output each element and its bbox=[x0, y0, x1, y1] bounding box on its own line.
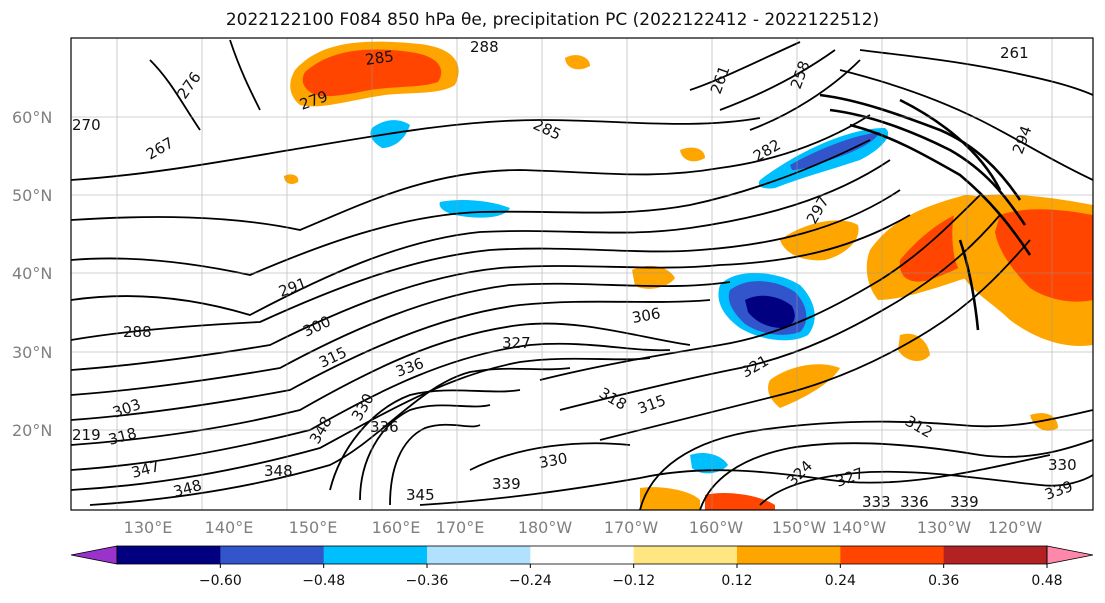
colorbar-swatch bbox=[840, 546, 945, 564]
colorbar-swatch bbox=[117, 546, 221, 564]
colorbar-frame bbox=[116, 545, 1048, 565]
contour-label: 306 bbox=[631, 304, 662, 327]
colorbar-tick-label: −0.12 bbox=[612, 573, 655, 589]
colorbar-tick-label: 0.36 bbox=[928, 573, 959, 589]
lat-label-60n: 60°N bbox=[12, 108, 52, 127]
colorbar-tick-label: 0.48 bbox=[1031, 573, 1062, 589]
precip-red-south bbox=[705, 493, 775, 510]
contour-label: 336 bbox=[370, 418, 399, 436]
precip-orange-small-a bbox=[284, 174, 299, 184]
contour-label: 348 bbox=[264, 462, 293, 480]
colorbar-extend-high bbox=[1046, 545, 1094, 565]
colorbar-swatch bbox=[530, 546, 635, 564]
lat-label-40n: 40°N bbox=[12, 264, 52, 283]
contour-label: 333 bbox=[862, 493, 891, 511]
lon-label: 130°W bbox=[917, 518, 972, 537]
precip-blue-south bbox=[690, 453, 728, 474]
lon-label: 170°E bbox=[436, 518, 485, 537]
lat-label-50n: 50°N bbox=[12, 186, 52, 205]
colorbar-tick-label: 0.12 bbox=[721, 573, 752, 589]
lon-label: 140°W bbox=[832, 518, 887, 537]
precip-deepnavy-ne-pacific bbox=[745, 295, 795, 328]
contour-label: 219 bbox=[72, 426, 101, 444]
colorbar-tick-label: 0.24 bbox=[825, 573, 856, 589]
colorbar-swatch bbox=[220, 546, 325, 564]
lon-label: 160°E bbox=[372, 518, 421, 537]
precip-red-nw-us bbox=[995, 209, 1093, 302]
precip-shading bbox=[284, 41, 1093, 510]
lat-label-30n: 30°N bbox=[12, 343, 52, 362]
contour-label: 261 bbox=[1000, 44, 1029, 62]
latitude-labels: 60°N 50°N 40°N 30°N 20°N bbox=[12, 108, 52, 440]
contour-label: 339 bbox=[492, 475, 521, 493]
contour-label: 288 bbox=[470, 38, 499, 56]
contour-label: 288 bbox=[123, 323, 152, 341]
longitude-labels: 130°E 140°E 150°E 160°E 170°E 180°W 170°… bbox=[124, 518, 1043, 537]
lon-label: 140°E bbox=[205, 518, 254, 537]
precip-orange-small-d bbox=[1030, 413, 1058, 431]
colorbar-swatch bbox=[633, 546, 738, 564]
precip-navy-gulf bbox=[790, 132, 880, 170]
map-panel: 285 288 276 279 270 267 285 282 297 291 … bbox=[71, 38, 1093, 511]
lat-label-20n: 20°N bbox=[12, 421, 52, 440]
precip-orange-sw bbox=[898, 333, 930, 362]
contour-label: 285 bbox=[364, 47, 395, 69]
lon-label: 130°E bbox=[124, 518, 173, 537]
precip-orange-ne-pacific-1 bbox=[780, 220, 859, 261]
contour-label: 336 bbox=[900, 493, 929, 511]
precip-orange-ne-pacific-2 bbox=[632, 265, 675, 289]
colorbar: −0.60 −0.48 −0.36 −0.24 −0.12 0.12 0.24 0.36 0.4… bbox=[70, 545, 1094, 589]
lon-label: 150°E bbox=[289, 518, 338, 537]
map-frame bbox=[70, 37, 1094, 511]
precip-orange-south-1 bbox=[768, 364, 840, 408]
contour-label: 330 bbox=[538, 449, 569, 472]
precip-orange-small-c bbox=[680, 147, 705, 162]
colorbar-swatch bbox=[427, 546, 531, 564]
contour-label: 327 bbox=[502, 334, 531, 352]
precip-orange-south-2 bbox=[640, 487, 700, 510]
contour-label: 339 bbox=[950, 493, 979, 511]
colorbar-swatch bbox=[943, 546, 1048, 564]
contour-label: 270 bbox=[72, 116, 101, 134]
lon-label: 180°W bbox=[518, 518, 573, 537]
lon-label: 170°W bbox=[604, 518, 659, 537]
colorbar-tick-label: −0.48 bbox=[302, 573, 345, 589]
colorbar-tick-label: −0.36 bbox=[406, 573, 449, 589]
precip-orange-small-b bbox=[565, 55, 590, 70]
lon-label: 150°W bbox=[772, 518, 827, 537]
lon-label: 160°W bbox=[689, 518, 744, 537]
contour-label: 345 bbox=[406, 486, 435, 504]
graticule bbox=[71, 38, 1093, 510]
colorbar-tick-label: −0.24 bbox=[509, 573, 552, 589]
theta-e-contours bbox=[71, 39, 1093, 510]
colorbar-extend-low bbox=[70, 545, 118, 565]
colorbar-swatch bbox=[323, 546, 428, 564]
colorbar-swatch bbox=[737, 546, 841, 564]
chart-title: 2022122100 F084 850 hPa θe, precipitatio… bbox=[225, 10, 880, 30]
contour-label: 330 bbox=[1048, 456, 1077, 474]
colorbar-tick-label: −0.60 bbox=[199, 573, 242, 589]
lon-label: 120°W bbox=[988, 518, 1043, 537]
